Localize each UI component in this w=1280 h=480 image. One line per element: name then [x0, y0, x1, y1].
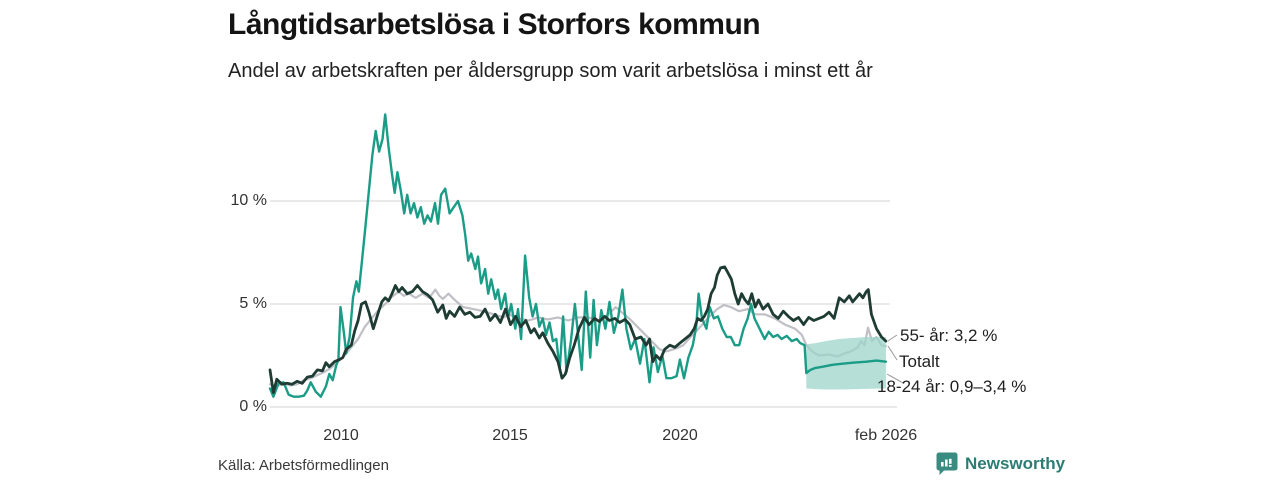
leader-55 [887, 334, 898, 342]
newsworthy-brand: Newsworthy [936, 452, 1065, 476]
x-axis-tick-2015: 2015 [492, 427, 528, 444]
x-axis-tick-2010: 2010 [323, 427, 359, 444]
series-label-18-24-ar: 18-24 år: 0,9–3,4 % [877, 377, 1027, 396]
line-18-24 [268, 113, 888, 398]
line-55 [268, 265, 888, 395]
chart-subtitle: Andel av arbetskraften per åldersgrupp s… [228, 60, 873, 82]
series-label-55-ar: 55- år: 3,2 % [900, 326, 998, 345]
x-axis-tick-feb-2026: feb 2026 [854, 427, 918, 444]
x-axis-tick-2020: 2020 [662, 427, 698, 444]
source-note: Källa: Arbetsförmedlingen [218, 457, 389, 474]
leader-totalt [887, 345, 898, 361]
newsworthy-logo-icon [936, 452, 958, 475]
chart-title: Långtidsarbetslösa i Storfors kommun [228, 8, 761, 41]
leader-18-24 [886, 373, 904, 384]
newsworthy-logo-text: Newsworthy [965, 454, 1066, 473]
y-axis-tick-0: 0 % [239, 398, 267, 415]
y-axis-tick-5: 5 % [239, 295, 267, 312]
series-label-totalt: Totalt [899, 352, 940, 371]
y-axis-tick-10: 10 % [230, 192, 267, 209]
